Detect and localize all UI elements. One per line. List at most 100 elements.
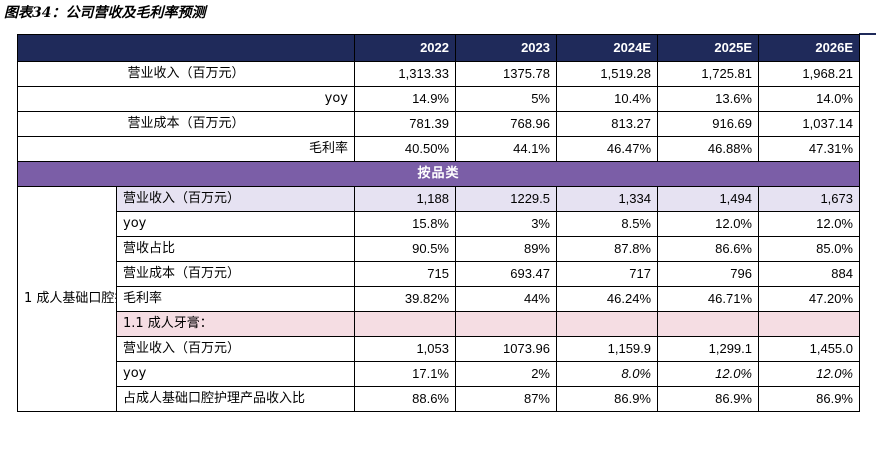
table-row: 1.1 成人牙膏：: [18, 311, 860, 337]
row-label: 营业收入（百万元）: [116, 336, 355, 362]
cell-value: 3%: [455, 211, 557, 237]
cell-value: [758, 311, 860, 337]
cell-value: 8.5%: [556, 211, 658, 237]
cell-value: 813.27: [556, 111, 658, 137]
cell-value: 46.47%: [556, 136, 658, 162]
row-label: 毛利率: [17, 136, 355, 162]
cell-value: 86.9%: [556, 386, 658, 412]
cell-value: 1,455.0: [758, 336, 860, 362]
year-header: 2024E: [556, 34, 658, 62]
cell-value: 1,519.28: [556, 61, 658, 87]
cell-value: 8.0%: [556, 361, 658, 387]
row-label: 营收占比: [116, 236, 355, 262]
cell-value: 5%: [455, 86, 557, 112]
cell-value: 12.0%: [758, 211, 860, 237]
table-row: 占成人基础口腔护理产品收入比 88.6% 87% 86.9% 86.9% 86.…: [18, 386, 860, 412]
table-row: 营业收入（百万元） 1,313.33 1375.78 1,519.28 1,72…: [17, 61, 860, 87]
cell-value: 10.4%: [556, 86, 658, 112]
cell-value: 40.50%: [354, 136, 456, 162]
cell-value: 12.0%: [657, 211, 759, 237]
year-header: 2022: [354, 34, 456, 62]
cell-value: 768.96: [455, 111, 557, 137]
cell-value: 15.8%: [354, 211, 456, 237]
table-row: 毛利率 39.82% 44% 46.24% 46.71% 47.20%: [18, 286, 860, 312]
cell-value: 1,299.1: [657, 336, 759, 362]
cell-value: 1,053: [354, 336, 456, 362]
table-row: yoy 15.8% 3% 8.5% 12.0% 12.0%: [18, 211, 860, 237]
header-rule: [859, 33, 876, 35]
year-header: 2025E: [657, 34, 759, 62]
row-label: 营业收入（百万元）: [116, 186, 355, 212]
cell-value: 46.24%: [556, 286, 658, 312]
header-blank-cell: [17, 34, 355, 62]
cell-value: [455, 311, 557, 337]
table-row: yoy 14.9% 5% 10.4% 13.6% 14.0%: [17, 86, 860, 112]
cell-value: 1,159.9: [556, 336, 658, 362]
cell-value: 44%: [455, 286, 557, 312]
cell-value: 1,725.81: [657, 61, 759, 87]
cell-value: 47.31%: [758, 136, 860, 162]
cell-value: [354, 311, 456, 337]
cell-value: 715: [354, 261, 456, 287]
cell-value: 1,673: [758, 186, 860, 212]
row-label: 占成人基础口腔护理产品收入比: [116, 386, 355, 412]
row-label: 毛利率: [116, 286, 355, 312]
cell-value: 44.1%: [455, 136, 557, 162]
cell-value: 884: [758, 261, 860, 287]
header-row: 2022 2023 2024E 2025E 2026E: [17, 34, 860, 62]
table-row: 毛利率 40.50% 44.1% 46.47% 46.88% 47.31%: [17, 136, 860, 162]
cell-value: 86.9%: [657, 386, 759, 412]
cell-value: 87.8%: [556, 236, 658, 262]
row-label: yoy: [17, 86, 355, 112]
year-header: 2023: [455, 34, 557, 62]
cell-value: 12.0%: [758, 361, 860, 387]
cell-value: 14.0%: [758, 86, 860, 112]
cell-value: 693.47: [455, 261, 557, 287]
cell-value: 12.0%: [657, 361, 759, 387]
cell-value: 1,313.33: [354, 61, 456, 87]
cell-value: 86.6%: [657, 236, 759, 262]
cell-value: 47.20%: [758, 286, 860, 312]
cell-value: 88.6%: [354, 386, 456, 412]
cell-value: 796: [657, 261, 759, 287]
cell-value: 46.71%: [657, 286, 759, 312]
cell-value: [556, 311, 658, 337]
section-row: 按品类: [17, 161, 860, 187]
table-row: 1 成人基础口腔护理产品 营业收入（百万元） 1,188 1229.5 1,33…: [17, 186, 860, 412]
section-title: 按品类: [17, 161, 860, 187]
row-label: yoy: [116, 361, 355, 387]
cell-value: 2%: [455, 361, 557, 387]
row-label: 营业成本（百万元）: [116, 261, 355, 287]
cell-value: 46.88%: [657, 136, 759, 162]
cell-value: 39.82%: [354, 286, 456, 312]
cell-value: 17.1%: [354, 361, 456, 387]
year-header: 2026E: [758, 34, 860, 62]
cell-value: 1,334: [556, 186, 658, 212]
cell-value: 1,494: [657, 186, 759, 212]
row-label: 营业成本（百万元）: [17, 111, 355, 137]
forecast-table: 2022 2023 2024E 2025E 2026E 营业收入（百万元） 1,…: [17, 34, 860, 412]
cell-value: 86.9%: [758, 386, 860, 412]
cell-value: 1,968.21: [758, 61, 860, 87]
row-label: yoy: [116, 211, 355, 237]
table-row: 营收占比 90.5% 89% 87.8% 86.6% 85.0%: [18, 236, 860, 262]
table-row: 营业成本（百万元） 781.39 768.96 813.27 916.69 1,…: [17, 111, 860, 137]
cell-value: 87%: [455, 386, 557, 412]
cell-value: 916.69: [657, 111, 759, 137]
cell-value: 1073.96: [455, 336, 557, 362]
cell-value: 14.9%: [354, 86, 456, 112]
cell-value: 1,188: [354, 186, 456, 212]
cell-value: 13.6%: [657, 86, 759, 112]
cell-value: 85.0%: [758, 236, 860, 262]
cell-value: 781.39: [354, 111, 456, 137]
table-row: yoy 17.1% 2% 8.0% 12.0% 12.0%: [18, 361, 860, 387]
group-label: 1 成人基础口腔护理产品: [17, 186, 117, 412]
cell-value: 1,037.14: [758, 111, 860, 137]
table-row: 营业成本（百万元） 715 693.47 717 796 884: [18, 261, 860, 287]
cell-value: 90.5%: [354, 236, 456, 262]
cell-value: 1375.78: [455, 61, 557, 87]
row-label: 营业收入（百万元）: [17, 61, 355, 87]
cell-value: 1229.5: [455, 186, 557, 212]
cell-value: 89%: [455, 236, 557, 262]
cell-value: [657, 311, 759, 337]
